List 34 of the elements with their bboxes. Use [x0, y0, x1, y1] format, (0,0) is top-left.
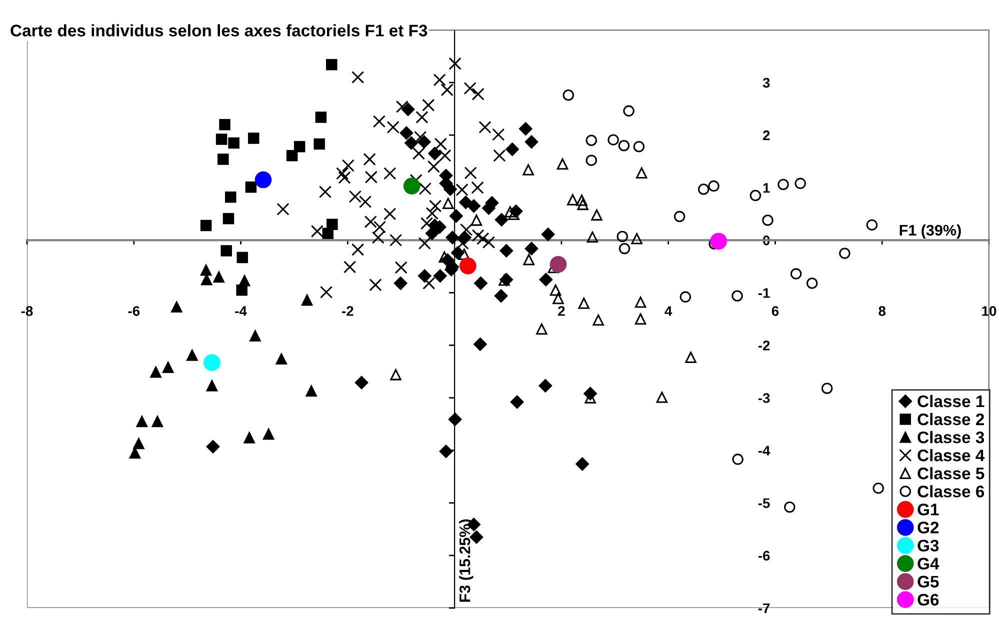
y-tick-label: -6	[758, 550, 770, 561]
y-tick-label: 1	[763, 183, 770, 193]
legend-label: G5	[918, 576, 939, 588]
x-tick-label: -8	[21, 306, 33, 316]
legend-label: Classe 6	[918, 485, 984, 498]
x-tick-label: 6	[772, 306, 779, 316]
x-tick-label: 4	[664, 306, 672, 316]
y-axis-title: F3 (15.25%)	[459, 519, 474, 602]
legend-label: G4	[918, 558, 940, 570]
y-tick-label: -1	[758, 288, 770, 298]
legend-label: G1	[918, 504, 939, 516]
y-tick-label: -5	[758, 498, 770, 508]
legend-label: Classe 1	[918, 394, 984, 408]
legend-label: G6	[918, 594, 939, 606]
y-tick-label: 3	[762, 78, 770, 88]
x-axis-title: F1 (39%)	[900, 224, 961, 239]
x-tick-label: -2	[342, 306, 354, 316]
legend-label: Classe 5	[918, 467, 984, 480]
y-tick-label: -3	[758, 393, 770, 404]
x-tick-label: 8	[878, 306, 886, 316]
y-tick-label: -7	[758, 603, 770, 614]
chart-title: Carte des individus selon les axes factoriels F1 et F3	[10, 24, 428, 36]
y-tick-label: 2	[762, 130, 770, 140]
x-tick-label: 2	[558, 306, 565, 316]
legend-label: Classe 4	[918, 449, 985, 462]
y-tick-label: -4	[758, 446, 770, 456]
y-tick-label: -2	[758, 340, 770, 350]
legend-label: Classe 2	[918, 413, 984, 426]
legend-label: G3	[918, 540, 939, 552]
x-tick-label: 10	[982, 306, 996, 316]
legend-label: Classe 3	[918, 431, 984, 444]
x-tick-label: -6	[128, 306, 140, 316]
x-tick-label: -4	[235, 306, 247, 316]
legend-label: G2	[918, 522, 939, 534]
